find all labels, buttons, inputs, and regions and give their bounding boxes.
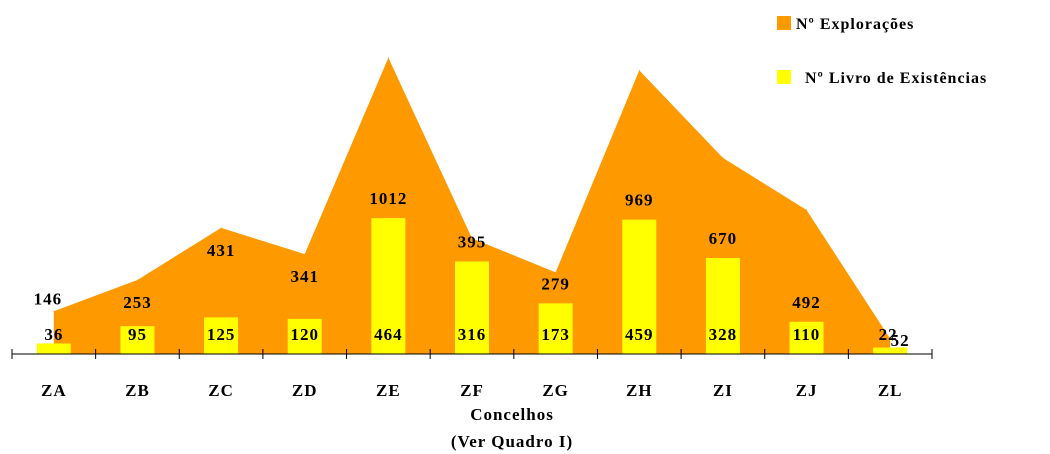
exploracoes-point-za [53, 310, 55, 312]
exploracoes-label-za: 146 [34, 289, 63, 308]
exploracoes-area [53, 57, 891, 354]
exploracoes-point-zc [220, 227, 222, 229]
x-tick-label-zj: ZJ [796, 381, 818, 400]
livro-label-zi: 328 [709, 325, 738, 344]
x-axis-title: Concelhos [470, 405, 554, 424]
livro-bar-zc [204, 317, 239, 354]
livro-bar-za [36, 343, 71, 354]
exploracoes-point-zg [555, 271, 557, 273]
x-tick-label-zb: ZB [125, 381, 150, 400]
livro-label-ze: 464 [374, 325, 403, 344]
livro-bar-zf [455, 261, 489, 354]
livro-bar-zb [120, 326, 155, 354]
exploracoes-label-ze: 1012 [369, 189, 407, 208]
exploracoes-point-zi [722, 157, 724, 159]
exploracoes-label-zl: 52 [891, 331, 910, 350]
exploracoes-point-zf [471, 237, 473, 239]
livro-bar-zj [789, 321, 824, 354]
legend-swatch-livro [777, 70, 791, 84]
exploracoes-label-zi: 670 [709, 229, 738, 248]
livro-bar-zd [287, 318, 322, 354]
livro-label-zb: 95 [128, 325, 147, 344]
x-tick-label-za: ZA [41, 381, 67, 400]
x-axis [11, 349, 933, 359]
exploracoes-label-zd: 341 [290, 267, 319, 286]
legend: Nº Explorações Nº Livro de Existências [777, 16, 987, 87]
exploracoes-point-zj [806, 209, 808, 211]
exploracoes-label-zg: 279 [541, 274, 570, 293]
livro-bar-zl [873, 347, 908, 354]
livro-label-zl: 22 [879, 325, 898, 344]
x-tick-label-zf: ZF [460, 381, 484, 400]
x-tick-label-zg: ZG [542, 381, 569, 400]
x-axis-subtitle: (Ver Quadro I) [451, 432, 573, 451]
x-tick-label-zh: ZH [626, 381, 653, 400]
x-tick-label-zc: ZC [208, 381, 234, 400]
x-tick-label-zd: ZD [292, 381, 318, 400]
livro-label-zd: 120 [290, 325, 319, 344]
exploracoes-point-zh [638, 69, 640, 71]
livro-bar-zg [538, 303, 573, 354]
exploracoes-point-zd [304, 253, 306, 255]
exploracoes-point-ze [387, 57, 389, 59]
livro-label-zf: 316 [458, 325, 487, 344]
livro-bar-zi [705, 257, 740, 354]
x-tick-label-zl: ZL [878, 381, 903, 400]
legend-label-exploracoes: Nº Explorações [796, 16, 914, 33]
exploracoes-label-zh: 969 [625, 191, 654, 210]
legend-label-livro: Nº Livro de Existências [805, 70, 987, 87]
livro-label-zg: 173 [541, 325, 570, 344]
livro-bars-layer [36, 218, 908, 354]
livro-label-za: 36 [44, 325, 63, 344]
x-tick-label-zi: ZI [713, 381, 733, 400]
exploracoes-label-zb: 253 [123, 293, 152, 312]
livro-bar-ze [371, 218, 406, 354]
livro-label-zj: 110 [793, 325, 821, 344]
data-labels: 146 253 431 341 1012 395 279 969 670 492 52 36 95 125… [34, 189, 910, 350]
x-tick-label-ze: ZE [376, 381, 401, 400]
exploracoes-label-zf: 395 [458, 232, 487, 251]
livro-bar-zh [622, 219, 657, 354]
livro-label-zc: 125 [207, 325, 236, 344]
legend-swatch-exploracoes [777, 16, 791, 30]
x-tick-labels: ZA ZB ZC ZD ZE ZF ZG ZH ZI ZJ ZL [41, 381, 903, 400]
explorations-area-layer [53, 57, 891, 354]
exploracoes-point-zl [889, 338, 891, 340]
exploracoes-label-zc: 431 [207, 241, 236, 260]
exploracoes-point-zb [136, 279, 138, 281]
livro-label-zh: 459 [625, 325, 654, 344]
exploracoes-label-zj: 492 [792, 293, 821, 312]
